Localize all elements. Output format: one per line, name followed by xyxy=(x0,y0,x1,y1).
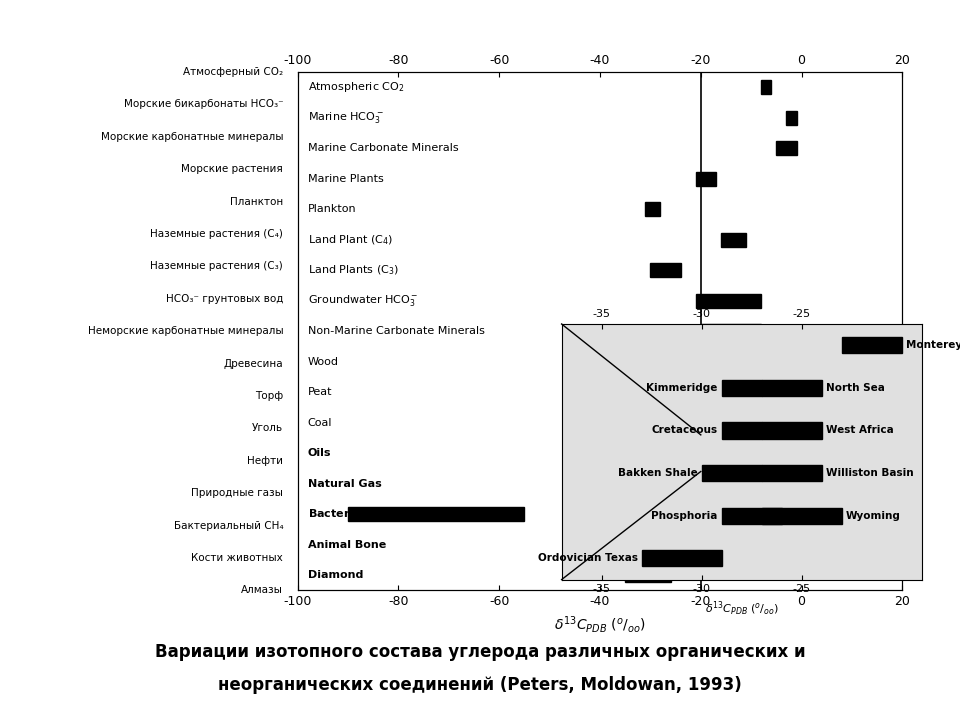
Text: Williston Basin: Williston Basin xyxy=(826,468,913,478)
Text: Atmospheric CO$_2$: Atmospheric CO$_2$ xyxy=(308,80,404,94)
Text: Наземные растения (C₄): Наземные растения (C₄) xyxy=(151,229,283,239)
Text: Древесина: Древесина xyxy=(224,359,283,369)
Bar xyxy=(702,465,761,481)
Text: Diamond: Diamond xyxy=(308,570,363,580)
Text: Oils: Oils xyxy=(308,448,331,458)
Text: HCO₃⁻ грунтовых вод: HCO₃⁻ грунтовых вод xyxy=(166,294,283,304)
Text: Groundwater HCO$_3^-$: Groundwater HCO$_3^-$ xyxy=(308,293,419,308)
Text: Атмосферный CO₂: Атмосферный CO₂ xyxy=(183,67,283,77)
Bar xyxy=(696,294,761,307)
Text: Морские бикарбонаты HCO₃⁻: Морские бикарбонаты HCO₃⁻ xyxy=(124,99,283,109)
X-axis label: $\delta^{13}C_{PDB}$ ($^o/_{oo}$): $\delta^{13}C_{PDB}$ ($^o/_{oo}$) xyxy=(554,614,646,635)
Text: Планктон: Планктон xyxy=(230,197,283,207)
Bar xyxy=(701,324,761,338)
Text: Морские карбонатные минералы: Морские карбонатные минералы xyxy=(101,132,283,142)
Text: Неморские карбонатные минералы: Неморские карбонатные минералы xyxy=(87,326,283,336)
Bar xyxy=(761,465,822,481)
Bar xyxy=(625,568,670,582)
Text: Animal Bone: Animal Bone xyxy=(308,540,386,549)
Bar xyxy=(656,385,670,399)
Text: Морские растения: Морские растения xyxy=(181,164,283,174)
Text: Cretaceous: Cretaceous xyxy=(652,426,717,436)
Bar xyxy=(651,264,681,277)
Bar xyxy=(625,438,701,468)
Text: Кости животных: Кости животных xyxy=(191,553,283,563)
Bar xyxy=(348,508,524,521)
Text: Marine Carbonate Minerals: Marine Carbonate Minerals xyxy=(308,143,458,153)
Text: Phosphoria: Phosphoria xyxy=(651,510,717,521)
Text: Нефти: Нефти xyxy=(248,456,283,466)
Text: Наземные растения (C₃): Наземные растения (C₃) xyxy=(151,261,283,271)
Bar xyxy=(786,111,797,125)
Bar xyxy=(665,438,681,468)
Bar xyxy=(761,380,822,396)
Text: Бактериальный CH₄: Бактериальный CH₄ xyxy=(174,521,283,531)
Text: Land Plants (C$_3$): Land Plants (C$_3$) xyxy=(308,264,398,277)
Bar xyxy=(721,233,746,246)
Text: Природные газы: Природные газы xyxy=(191,488,283,498)
Text: Coal: Coal xyxy=(308,418,332,428)
Text: Вариации изотопного состава углерода различных органических и: Вариации изотопного состава углерода раз… xyxy=(155,642,805,661)
Text: Bakken Shale: Bakken Shale xyxy=(618,468,698,478)
Text: Торф: Торф xyxy=(255,391,283,401)
Bar xyxy=(842,337,901,354)
Text: Non-Marine Carbonate Minerals: Non-Marine Carbonate Minerals xyxy=(308,326,485,336)
Text: Natural Gas: Natural Gas xyxy=(308,479,381,489)
Text: Plankton: Plankton xyxy=(308,204,356,215)
Text: West Africa: West Africa xyxy=(826,426,894,436)
Text: Wood: Wood xyxy=(308,356,339,366)
Bar xyxy=(761,81,772,94)
Text: Marine Plants: Marine Plants xyxy=(308,174,383,184)
Bar xyxy=(722,423,761,438)
Text: Monterey: Monterey xyxy=(905,341,960,351)
Text: Bacterial CH$_4$: Bacterial CH$_4$ xyxy=(308,508,392,521)
Bar xyxy=(691,538,710,552)
Bar xyxy=(660,355,676,369)
Bar xyxy=(645,202,660,216)
Text: Marine HCO$_3^-$: Marine HCO$_3^-$ xyxy=(308,110,383,125)
Bar xyxy=(641,550,722,567)
Bar xyxy=(761,508,842,523)
Text: Алмазы: Алмазы xyxy=(241,585,283,595)
Text: Peat: Peat xyxy=(308,387,332,397)
Text: Wyoming: Wyoming xyxy=(846,510,900,521)
Text: неорганических соединений (Peters, Moldowan, 1993): неорганических соединений (Peters, Moldo… xyxy=(218,677,742,694)
Bar xyxy=(696,172,716,186)
Bar xyxy=(660,416,691,430)
Text: Ordovician Texas: Ordovician Texas xyxy=(538,553,637,563)
Text: Kimmeridge: Kimmeridge xyxy=(646,383,717,393)
Bar xyxy=(722,380,761,396)
Bar xyxy=(580,477,676,490)
X-axis label: $\delta^{13}C_{PDB}$ ($^o/_{oo}$): $\delta^{13}C_{PDB}$ ($^o/_{oo}$) xyxy=(705,600,779,618)
Bar xyxy=(777,141,797,155)
Text: Уголь: Уголь xyxy=(252,423,283,433)
Bar xyxy=(722,508,781,523)
Text: Land Plant (C$_4$): Land Plant (C$_4$) xyxy=(308,233,393,246)
Text: North Sea: North Sea xyxy=(826,383,884,393)
Bar xyxy=(761,423,822,438)
